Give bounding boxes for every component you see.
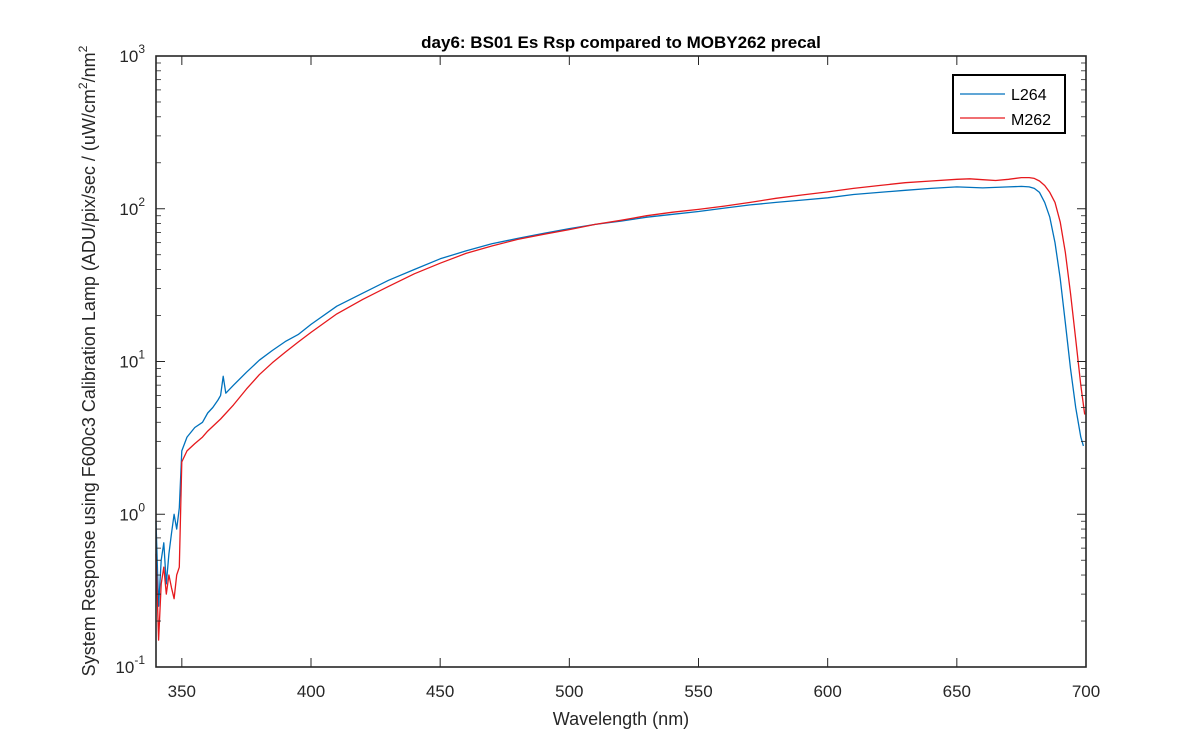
x-tick-label-650: 650 — [943, 682, 971, 701]
series-layer — [155, 176, 1086, 641]
y-tick-label-exponent: 0 — [138, 500, 145, 514]
y-axis-label-main: System Response using F600c3 Calibration… — [79, 89, 99, 676]
y-axis-label: System Response using F600c3 Calibration… — [76, 45, 99, 676]
x-tick-label-600: 600 — [813, 682, 841, 701]
legend: L264 M262 — [952, 74, 1066, 134]
y-tick-label-exponent: 2 — [138, 195, 145, 209]
y-tick-label-3: 102 — [119, 195, 145, 219]
plot-area — [156, 56, 1086, 667]
y-tick-label-base: 10 — [119, 353, 138, 372]
y-tick-label-exponent: 1 — [138, 348, 145, 362]
y-axis-label-sup-1: 2 — [76, 82, 90, 89]
x-tick-label-350: 350 — [168, 682, 196, 701]
y-tick-label-4: 103 — [119, 42, 145, 66]
y-tick-label-base: 10 — [119, 505, 138, 524]
x-tick-label-550: 550 — [684, 682, 712, 701]
y-tick-label-base: 10 — [119, 47, 138, 66]
y-tick-label-0: 10-1 — [115, 653, 145, 677]
x-tick-label-450: 450 — [426, 682, 454, 701]
y-axis-label-sup-2: 2 — [76, 45, 90, 52]
y-tick-label-1: 100 — [119, 500, 145, 524]
legend-label-l264: L264 — [1011, 87, 1047, 104]
x-axis-label: Wavelength (nm) — [553, 709, 689, 729]
legend-box — [952, 74, 1066, 134]
y-tick-label-exponent: -1 — [134, 653, 145, 667]
y-tick-label-base: 10 — [115, 658, 134, 677]
x-tick-label-700: 700 — [1072, 682, 1100, 701]
y-tick-label-base: 10 — [119, 200, 138, 219]
y-tick-label-2: 101 — [119, 348, 145, 372]
series-line-l264 — [155, 185, 1085, 607]
series-line-m262 — [155, 176, 1086, 641]
x-tick-label-500: 500 — [555, 682, 583, 701]
legend-label-m262: M262 — [1011, 112, 1051, 129]
y-axis-label-unit: /nm — [79, 52, 99, 82]
x-tick-label-400: 400 — [297, 682, 325, 701]
y-tick-label-exponent: 3 — [138, 42, 145, 56]
chart-title: day6: BS01 Es Rsp compared to MOBY262 pr… — [421, 33, 821, 52]
